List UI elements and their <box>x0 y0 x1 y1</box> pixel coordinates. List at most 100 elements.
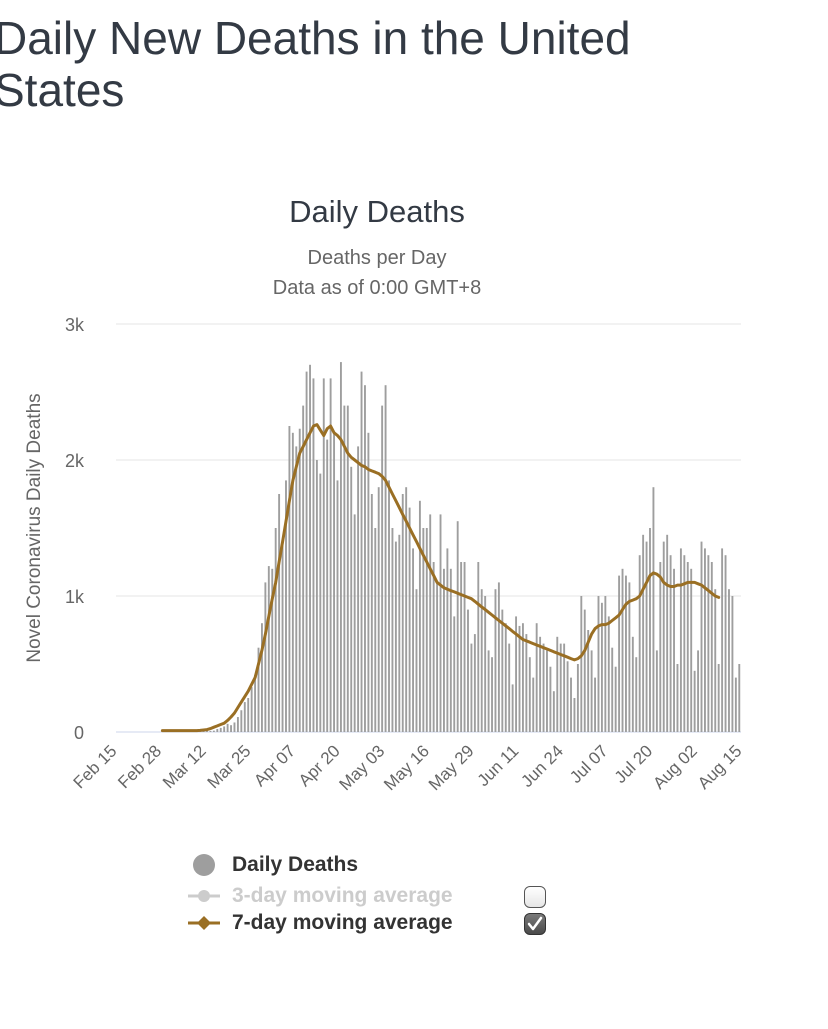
daily-deaths-bar <box>333 432 336 732</box>
daily-deaths-bar <box>625 575 627 732</box>
daily-deaths-bar <box>686 562 689 732</box>
daily-deaths-bar <box>556 636 559 732</box>
daily-deaths-bar <box>398 534 401 732</box>
daily-deaths-bar <box>690 568 693 732</box>
daily-deaths-bar <box>370 494 373 732</box>
daily-deaths-bar <box>206 730 208 732</box>
legend-item-3-day-average[interactable]: 3-day moving average <box>188 883 568 909</box>
daily-deaths-bar <box>261 623 263 732</box>
x-tick-label: Feb 28 <box>114 741 165 792</box>
daily-deaths-bar <box>381 405 384 732</box>
daily-deaths-bar <box>501 609 504 732</box>
legend-item-7-day-average[interactable]: 7-day moving average <box>188 910 568 936</box>
daily-deaths-bar <box>662 541 665 732</box>
7-day-average-checkbox[interactable] <box>524 913 546 935</box>
y-axis-ticks: 0 1k 2k 3k <box>65 315 85 743</box>
daily-deaths-bar <box>583 609 586 732</box>
daily-deaths-bar <box>669 555 672 732</box>
daily-deaths-bar <box>278 494 281 732</box>
daily-deaths-bar <box>604 596 607 732</box>
daily-deaths-bar <box>460 562 463 732</box>
x-tick-label: May 03 <box>336 741 389 794</box>
daily-deaths-bar <box>439 514 442 732</box>
daily-deaths-bar <box>463 562 466 732</box>
daily-deaths-bar <box>717 664 720 732</box>
y-tick-label: 0 <box>74 723 84 743</box>
daily-deaths-bar <box>384 385 387 732</box>
daily-deaths-bar <box>703 548 706 732</box>
daily-deaths-bar <box>559 643 562 732</box>
3-day-average-checkbox[interactable] <box>524 886 546 908</box>
daily-deaths-bar <box>243 702 246 732</box>
daily-deaths-bar <box>638 555 641 732</box>
daily-deaths-bar <box>374 528 377 732</box>
daily-deaths-bar <box>666 534 669 732</box>
daily-deaths-bar <box>597 596 600 732</box>
daily-deaths-bar <box>391 528 394 732</box>
daily-deaths-bar <box>494 589 497 732</box>
daily-deaths-bar <box>219 727 222 732</box>
daily-deaths-bar <box>487 650 490 732</box>
daily-deaths-bar <box>285 480 287 732</box>
moving-average-lines <box>160 423 721 733</box>
x-tick-label: Apr 07 <box>250 741 299 790</box>
daily-deaths-bar <box>250 687 253 732</box>
daily-deaths-bar <box>576 664 579 732</box>
x-tick-label: May 29 <box>425 741 478 794</box>
daily-deaths-bar <box>223 726 226 732</box>
y-tick-label: 3k <box>65 315 85 335</box>
legend-item-daily-deaths[interactable]: Daily Deaths <box>188 852 568 878</box>
daily-deaths-bar <box>449 568 452 732</box>
daily-deaths-bar <box>525 634 528 732</box>
legend: Daily Deaths 3-day moving average 7-day … <box>188 852 568 952</box>
daily-deaths-bar <box>288 426 291 732</box>
daily-deaths-bar <box>649 528 651 732</box>
daily-deaths-bar <box>233 722 236 732</box>
daily-deaths-bar <box>343 405 346 732</box>
daily-deaths-bar <box>645 541 648 732</box>
chart-title: Daily Deaths <box>289 194 465 229</box>
daily-deaths-marker-icon <box>193 854 215 876</box>
daily-deaths-bar <box>508 643 511 732</box>
daily-deaths-bar <box>655 650 658 732</box>
daily-deaths-bar <box>412 548 414 732</box>
daily-deaths-bar <box>535 623 538 732</box>
daily-deaths-bar <box>738 664 741 732</box>
daily-deaths-bar <box>570 677 572 732</box>
daily-deaths-bar <box>274 528 277 732</box>
daily-deaths-bar <box>504 623 507 732</box>
daily-deaths-bar <box>298 428 301 732</box>
daily-deaths-bar <box>707 555 710 732</box>
daily-deaths-bar <box>470 643 473 732</box>
daily-deaths-bar <box>515 616 518 732</box>
x-tick-label: May 16 <box>380 741 433 794</box>
daily-deaths-bar <box>346 405 349 732</box>
daily-deaths-bar <box>212 730 215 732</box>
daily-deaths-bar <box>302 405 305 732</box>
daily-deaths-bar <box>511 684 514 732</box>
daily-deaths-bars <box>168 362 741 732</box>
daily-deaths-bar <box>611 647 614 732</box>
daily-deaths-bar <box>594 677 596 732</box>
line-circle-marker-icon <box>188 890 220 902</box>
daily-deaths-bar <box>552 691 555 732</box>
daily-deaths-bar <box>546 650 548 732</box>
daily-deaths-bar <box>236 717 239 732</box>
daily-deaths-bar <box>473 634 476 732</box>
chart-svg: Daily Deaths Deaths per Day Data as of 0… <box>24 194 746 794</box>
x-tick-label: Mar 25 <box>204 741 255 792</box>
daily-deaths-bar <box>329 378 332 732</box>
y-tick-label: 1k <box>65 587 85 607</box>
daily-deaths-bar <box>388 480 390 732</box>
daily-deaths-bar <box>573 698 576 732</box>
daily-deaths-bar <box>614 666 617 732</box>
daily-deaths-bar <box>518 625 521 732</box>
daily-deaths-bar <box>364 385 366 732</box>
daily-deaths-bar <box>539 636 542 732</box>
daily-deaths-bar <box>693 670 696 732</box>
daily-deaths-bar <box>247 698 250 732</box>
daily-deaths-bar <box>728 589 730 732</box>
x-tick-label: Jul 07 <box>566 741 612 787</box>
daily-deaths-bar <box>628 582 631 732</box>
daily-deaths-bar <box>309 364 311 732</box>
